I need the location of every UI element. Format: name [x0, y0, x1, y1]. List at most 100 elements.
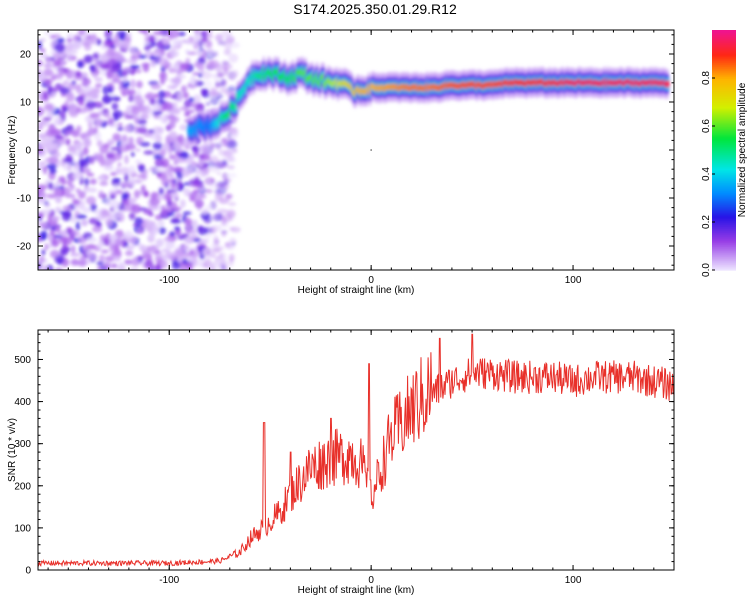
- noise-speckle: [124, 115, 135, 119]
- noise-speckle: [174, 146, 184, 153]
- colorbar-segment: [712, 52, 736, 55]
- noise-speckle: [144, 223, 154, 232]
- colorbar-segment: [712, 226, 736, 229]
- noise-speckle: [140, 115, 150, 120]
- noise-speckle: [99, 181, 109, 186]
- noise-speckle: [178, 74, 187, 79]
- snr-plot-area: [38, 333, 674, 568]
- noise-speckle: [210, 142, 215, 151]
- colorbar-segment: [712, 50, 736, 53]
- noise-speckle: [70, 258, 80, 266]
- noise-speckle: [86, 237, 98, 243]
- noise-speckle: [214, 81, 224, 87]
- noise-speckle: [94, 59, 100, 70]
- colorbar-segment: [712, 230, 736, 233]
- noise-speckle: [80, 72, 89, 78]
- noise-speckle: [217, 71, 224, 79]
- noise-speckle: [111, 73, 121, 83]
- noise-speckle: [149, 97, 156, 106]
- noise-speckle: [161, 177, 170, 187]
- noise-speckle: [179, 124, 188, 131]
- noise-speckle: [75, 221, 81, 231]
- colorbar-segment: [712, 178, 736, 181]
- noise-speckle: [173, 77, 181, 87]
- noise-speckle: [183, 188, 191, 197]
- noise-speckle: [102, 143, 111, 149]
- noise-speckle: [78, 158, 86, 167]
- noise-speckle: [110, 96, 121, 101]
- noise-speckle: [144, 94, 153, 99]
- ridge-cell: [665, 80, 670, 88]
- colorbar-segment: [712, 146, 736, 149]
- noise-speckle: [82, 146, 89, 156]
- noise-speckle: [171, 217, 180, 224]
- noise-speckle: [182, 92, 189, 99]
- noise-speckle: [148, 129, 155, 134]
- colorbar-segment: [712, 72, 736, 75]
- noise-speckle: [54, 43, 65, 53]
- noise-speckle: [51, 250, 59, 258]
- noise-speckle: [182, 211, 192, 216]
- colorbar-tick-label: 0.0: [701, 263, 712, 277]
- noise-speckle: [221, 231, 227, 238]
- noise-speckle: [163, 237, 174, 242]
- noise-speckle: [101, 123, 106, 128]
- noise-speckle: [204, 177, 215, 186]
- noise-speckle: [206, 48, 214, 55]
- noise-speckle: [67, 102, 78, 113]
- colorbar: 0.0 0.2 0.4 0.6 0.8: [701, 30, 736, 277]
- colorbar-segment: [712, 126, 736, 129]
- colorbar-segment: [712, 214, 736, 217]
- noise-speckle: [110, 65, 118, 74]
- noise-speckle: [67, 50, 78, 55]
- colorbar-segment: [712, 234, 736, 237]
- noise-speckle: [83, 138, 92, 148]
- colorbar-segment: [712, 88, 736, 91]
- noise-speckle: [136, 255, 145, 260]
- colorbar-segment: [712, 38, 736, 41]
- noise-speckle: [205, 41, 213, 49]
- colorbar-segment: [712, 46, 736, 49]
- noise-speckle: [50, 226, 56, 231]
- noise-speckle: [45, 129, 56, 137]
- noise-speckle: [150, 58, 156, 68]
- colorbar-segment: [712, 60, 736, 63]
- noise-speckle: [154, 249, 161, 255]
- noise-speckle: [102, 95, 113, 104]
- noise-speckle: [96, 266, 102, 270]
- spectrogram-x-axis-label: Height of straight line (km): [298, 285, 415, 296]
- noise-speckle: [69, 252, 81, 257]
- noise-speckle: [86, 91, 93, 96]
- colorbar-segment: [712, 124, 736, 127]
- colorbar-segment: [712, 68, 736, 71]
- noise-speckle: [66, 93, 75, 103]
- noise-speckle: [88, 217, 100, 225]
- y-tick-label: 20: [20, 50, 32, 61]
- noise-speckle: [191, 78, 196, 86]
- noise-speckle: [43, 92, 48, 101]
- noise-speckle: [172, 38, 179, 48]
- noise-speckle: [180, 199, 186, 208]
- colorbar-segment: [712, 244, 736, 247]
- noise-speckle: [177, 134, 184, 143]
- colorbar-tick-label: 0.6: [701, 119, 712, 133]
- noise-speckle: [107, 117, 115, 126]
- noise-speckle: [99, 63, 111, 70]
- noise-speckle: [152, 126, 163, 136]
- colorbar-label: Normalized spectral amplitude: [737, 82, 748, 217]
- noise-speckle: [90, 34, 95, 45]
- colorbar-segment: [712, 138, 736, 141]
- noise-speckle: [232, 69, 239, 78]
- noise-speckle: [118, 122, 123, 127]
- noise-speckle: [73, 162, 79, 169]
- noise-speckle: [72, 199, 81, 206]
- colorbar-segment: [712, 242, 736, 245]
- colorbar-segment: [712, 248, 736, 251]
- colorbar-segment: [712, 164, 736, 167]
- noise-speckle: [195, 193, 207, 200]
- noise-speckle: [54, 254, 65, 264]
- noise-speckle: [55, 227, 61, 233]
- noise-speckle: [158, 90, 166, 100]
- colorbar-segment: [712, 160, 736, 163]
